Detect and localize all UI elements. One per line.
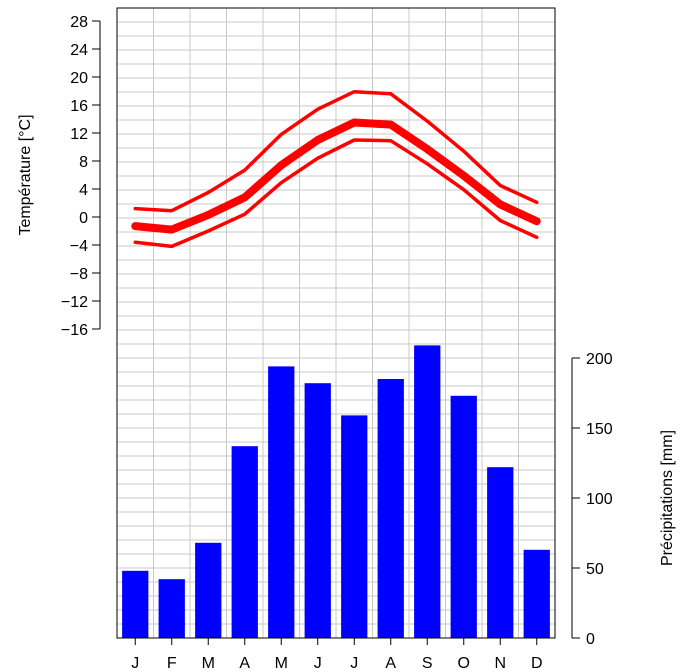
- temperature-tick-label: 28: [70, 14, 88, 31]
- month-tick-label: J: [131, 655, 139, 672]
- month-tick-label: N: [494, 655, 506, 672]
- precipitation-bar: [122, 570, 149, 638]
- precipitation-bar: [450, 395, 477, 638]
- temperature-lines: [131, 89, 541, 249]
- precipitation-bar: [268, 366, 295, 638]
- precipitation-bar: [414, 345, 441, 638]
- month-tick-label: A: [385, 655, 396, 672]
- month-tick-label: M: [275, 655, 288, 672]
- month-tick-label: F: [167, 655, 177, 672]
- month-tick-label: D: [531, 655, 543, 672]
- temperature-tick-label: −16: [61, 322, 88, 339]
- precipitation-bar: [304, 383, 331, 638]
- temperature-tick-label: −4: [70, 238, 88, 255]
- precipitation-bar: [523, 549, 550, 638]
- precipitation-bar: [231, 446, 258, 638]
- temperature-line-mean: [131, 118, 541, 234]
- temperature-tick-label: 4: [79, 182, 88, 199]
- month-tick-label: M: [202, 655, 215, 672]
- month-tick-label: S: [422, 655, 433, 672]
- precipitation-tick-label: 100: [586, 491, 613, 508]
- temperature-tick-label: 24: [70, 42, 88, 59]
- precipitation-bar: [377, 379, 404, 638]
- plot-frame: [116, 7, 556, 639]
- temperature-axis: 28 24 20 16 12 8 4 0 −4 −8 −12 −16: [61, 14, 101, 339]
- temperature-tick-label: 16: [70, 98, 88, 115]
- precipitation-tick-label: 150: [586, 421, 613, 438]
- precipitation-bar: [158, 579, 185, 638]
- month-tick-label: A: [239, 655, 250, 672]
- temperature-tick-label: 8: [79, 154, 88, 171]
- precipitation-tick-label: 50: [586, 561, 604, 578]
- month-tick-label: J: [350, 655, 358, 672]
- temperature-line-min: [133, 138, 539, 249]
- temperature-tick-label: 20: [70, 70, 88, 87]
- precipitation-tick-label: 200: [586, 351, 613, 368]
- month-tick-label: O: [458, 655, 470, 672]
- temperature-line-max: [133, 89, 539, 213]
- precipitation-bar: [195, 542, 222, 638]
- temperature-tick-label: −8: [70, 266, 88, 283]
- precipitation-bar: [341, 415, 368, 638]
- precipitation-bars: [122, 345, 550, 638]
- temperature-tick-label: 12: [70, 126, 88, 143]
- precipitation-axis-title: Précipitations [mm]: [659, 430, 676, 566]
- precipitation-tick-label: 0: [586, 631, 595, 648]
- precipitation-axis: 0 50 100 150 200: [571, 351, 613, 648]
- temperature-axis-title: Température [°C]: [17, 114, 34, 235]
- temperature-tick-label: −12: [61, 294, 88, 311]
- grid: [117, 8, 555, 638]
- precipitation-bar: [487, 467, 514, 638]
- month-tick-label: J: [314, 655, 322, 672]
- temperature-tick-label: 0: [79, 210, 88, 227]
